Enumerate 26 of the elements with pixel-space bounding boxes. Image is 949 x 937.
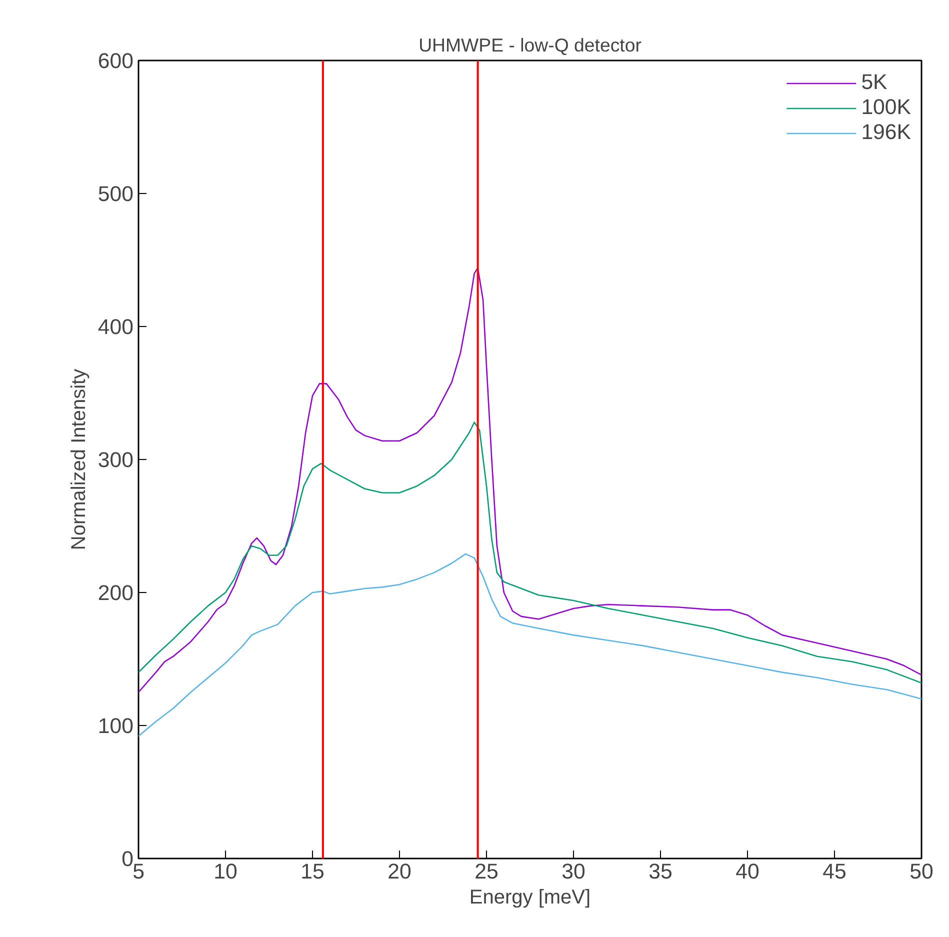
line-series xyxy=(138,553,922,737)
y-tick-label: 200 xyxy=(98,581,134,605)
y-axis-title: Normalized Intensity xyxy=(68,368,90,550)
y-tick-label: 0 xyxy=(122,847,134,871)
x-tick-label: 20 xyxy=(388,860,412,884)
line-series xyxy=(138,422,922,684)
x-axis-title: Energy [meV] xyxy=(469,886,591,908)
legend-label: 196K xyxy=(861,120,911,145)
chart-title: UHMWPE - low-Q detector xyxy=(418,34,642,56)
x-tick-label: 35 xyxy=(648,860,672,884)
x-tick-label: 15 xyxy=(300,860,324,884)
x-tick-label: 10 xyxy=(214,860,238,884)
y-tick-label: 300 xyxy=(98,448,134,472)
x-tick-label: 40 xyxy=(736,860,760,884)
x-tick-label: 30 xyxy=(562,860,586,884)
legend-label: 100K xyxy=(861,95,911,120)
y-tick-label: 500 xyxy=(98,182,134,206)
x-tick-label: 45 xyxy=(822,860,846,884)
x-tick-label: 25 xyxy=(474,860,498,884)
legend-label: 5K xyxy=(861,70,888,95)
y-tick-label: 400 xyxy=(98,315,134,339)
line-series xyxy=(138,267,922,693)
y-tick-label: 600 xyxy=(98,49,134,73)
y-tick-label: 100 xyxy=(98,714,134,738)
x-tick-label: 50 xyxy=(910,860,934,884)
x-tick-label: 5 xyxy=(132,860,144,884)
